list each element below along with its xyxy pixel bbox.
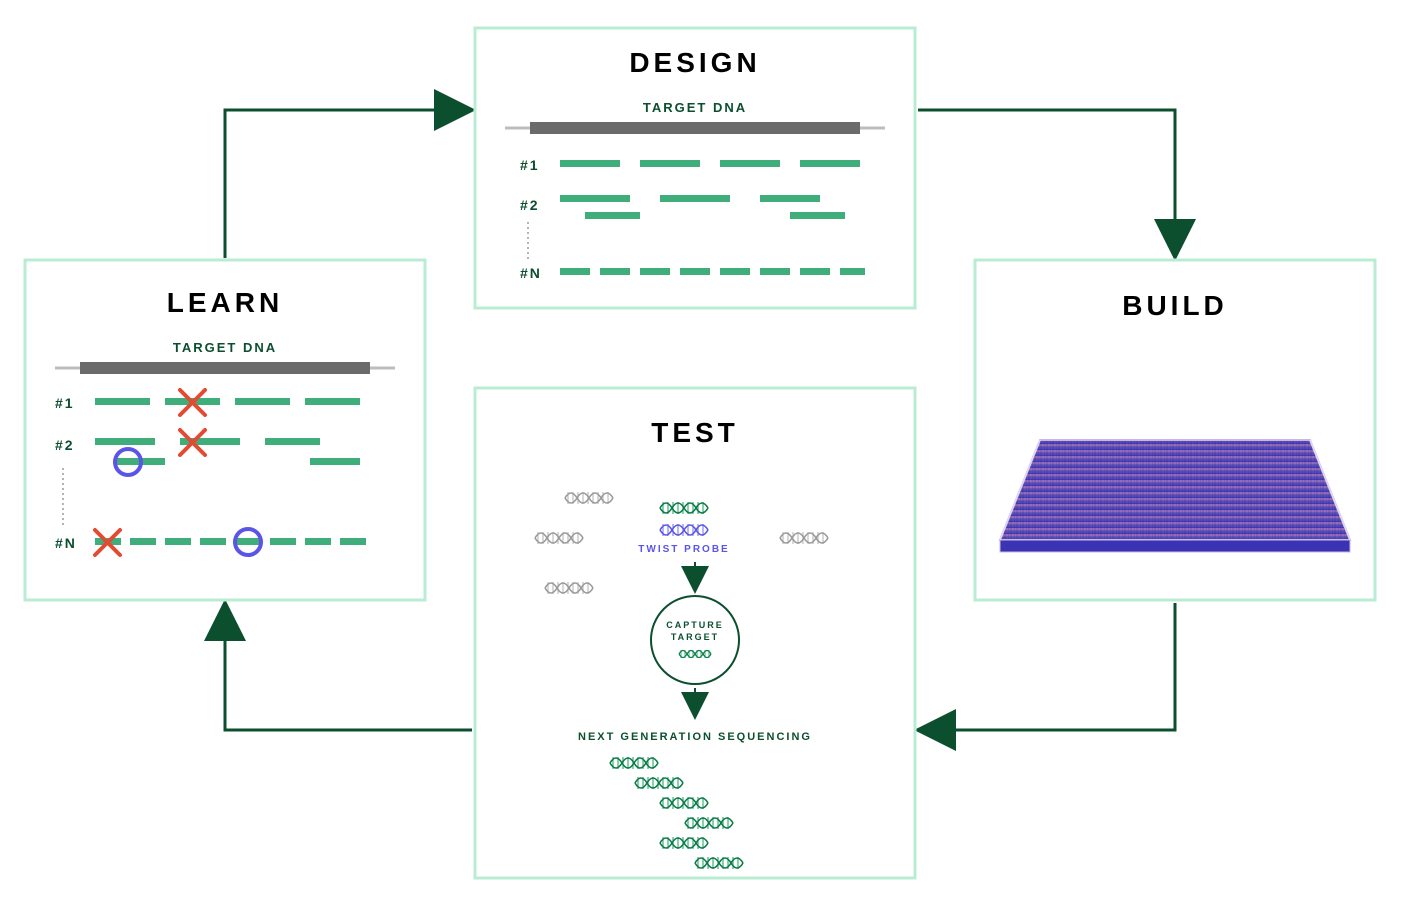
learn-row-n-label: #N [55, 535, 77, 551]
test-title: TEST [651, 417, 739, 448]
test-capture-target: CAPTURE TARGET [651, 596, 739, 684]
design-row-2-label: #2 [520, 197, 540, 213]
build-chip-icon [1000, 440, 1350, 552]
design-target-dna-strand [505, 122, 885, 134]
design-row-n-label: #N [520, 265, 542, 281]
capture-label-2: TARGET [671, 632, 719, 642]
design-row-1-label: #1 [520, 157, 540, 173]
panel-build: BUILD [975, 260, 1375, 600]
twist-probe-label: TWIST PROBE [638, 544, 729, 555]
panel-test: TEST TWIST PROBE CAPTURE TARGET NEXT GEN… [475, 388, 915, 878]
learn-target-dna-label: TARGET DNA [173, 340, 277, 355]
learn-target-dna-strand [55, 362, 395, 374]
panel-learn: LEARN TARGET DNA #1 #2 #N [25, 260, 425, 600]
cycle-diagram: DESIGN TARGET DNA #1 #2 #N [0, 0, 1401, 903]
diagram-stage: DESIGN TARGET DNA #1 #2 #N [0, 0, 1401, 903]
build-title: BUILD [1122, 290, 1228, 321]
learn-row-2-label: #2 [55, 437, 75, 453]
panel-design: DESIGN TARGET DNA #1 #2 #N [475, 28, 915, 308]
design-target-dna-label: TARGET DNA [643, 100, 747, 115]
learn-title: LEARN [167, 287, 283, 318]
ngs-label: NEXT GENERATION SEQUENCING [578, 731, 812, 743]
capture-label-1: CAPTURE [666, 620, 724, 630]
learn-row-1-label: #1 [55, 395, 75, 411]
design-title: DESIGN [629, 47, 760, 78]
